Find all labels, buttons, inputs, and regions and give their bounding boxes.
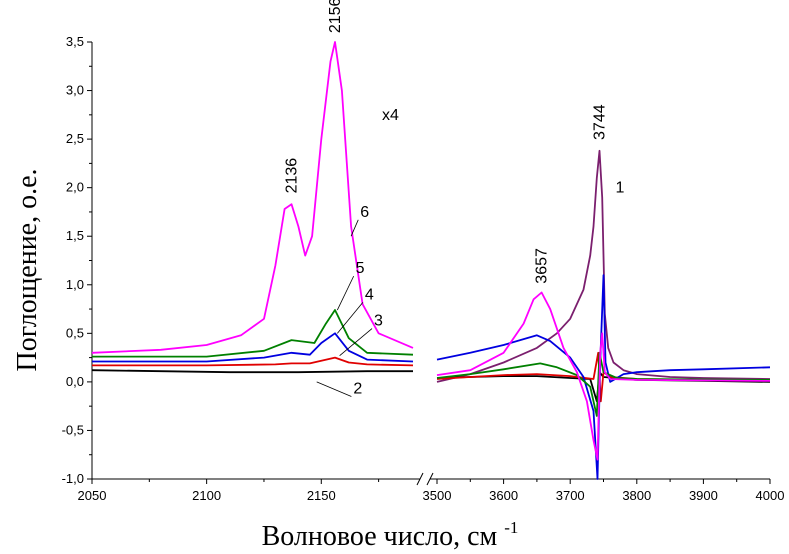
x-axis-title-main: Волновое число, см (262, 521, 498, 552)
series-1-line (436, 149, 771, 383)
peak-label: 2136 (283, 158, 300, 194)
leader-line (316, 381, 352, 397)
peak-label: 3657 (534, 248, 551, 284)
x-tick-label: 3500 (423, 488, 452, 503)
x-tick-label: 3700 (556, 488, 585, 503)
curves (91, 41, 771, 480)
curve-label-1: 1 (615, 180, 624, 197)
series-4-line (92, 332, 414, 363)
x-tick-label: 3900 (689, 488, 718, 503)
y-tick-label: 2,5 (66, 131, 84, 146)
peak-label: 2156 (327, 0, 344, 33)
annotations: 2156 2136 3744 3657 x4 1 2 345 6 (283, 0, 624, 398)
axis-break-mark (416, 472, 424, 486)
curve-label-5: 5 (356, 260, 365, 277)
y-tick-label: 2,0 (66, 180, 84, 195)
x-tick-label: 2150 (307, 488, 336, 503)
y-tick-label: 3,0 (66, 83, 84, 98)
scale-note: x4 (382, 107, 399, 124)
x-tick-label: 3800 (622, 488, 651, 503)
series-5-line (92, 309, 414, 358)
axis-break-mark (426, 472, 434, 486)
peak-label: 3744 (592, 104, 609, 140)
series-3-line (92, 356, 414, 367)
y-tick-label: -1,0 (62, 471, 84, 486)
y-tick-label: 1,5 (66, 228, 84, 243)
leader-line (350, 219, 359, 237)
series-6-line (91, 41, 414, 354)
x-tick-label: 4000 (756, 488, 785, 503)
curve-label-2: 2 (353, 381, 362, 398)
x-tick-label: 2050 (78, 488, 107, 503)
curve-label-6: 6 (360, 204, 369, 221)
series-5-line (436, 351, 771, 417)
curve-label-3: 3 (374, 313, 383, 330)
leader-line (336, 275, 355, 311)
axes: -1,0 -0,5 0,0 0,5 1,0 1,5 2,0 2,5 3,0 3,5 2050 2100… (62, 34, 785, 503)
x-tick-label: 2100 (192, 488, 221, 503)
leader-line (339, 328, 373, 356)
y-tick-label: 3,5 (66, 34, 84, 49)
leader-line (337, 302, 364, 334)
x-tick-label: 3600 (489, 488, 518, 503)
y-tick-label: 0,5 (66, 325, 84, 340)
y-tick-label: 1,0 (66, 277, 84, 292)
curve-label-4: 4 (365, 286, 374, 303)
series-6-line (436, 291, 771, 461)
y-axis-title: Поглощение, о.е. (12, 168, 43, 371)
x-axis-title-superscript: -1 (504, 518, 518, 537)
y-tick-label: -0,5 (62, 422, 84, 437)
x-axis-title: Волновое число, см -1 (262, 518, 519, 552)
series-2-line (91, 369, 413, 374)
y-tick-label: 0,0 (66, 374, 84, 389)
